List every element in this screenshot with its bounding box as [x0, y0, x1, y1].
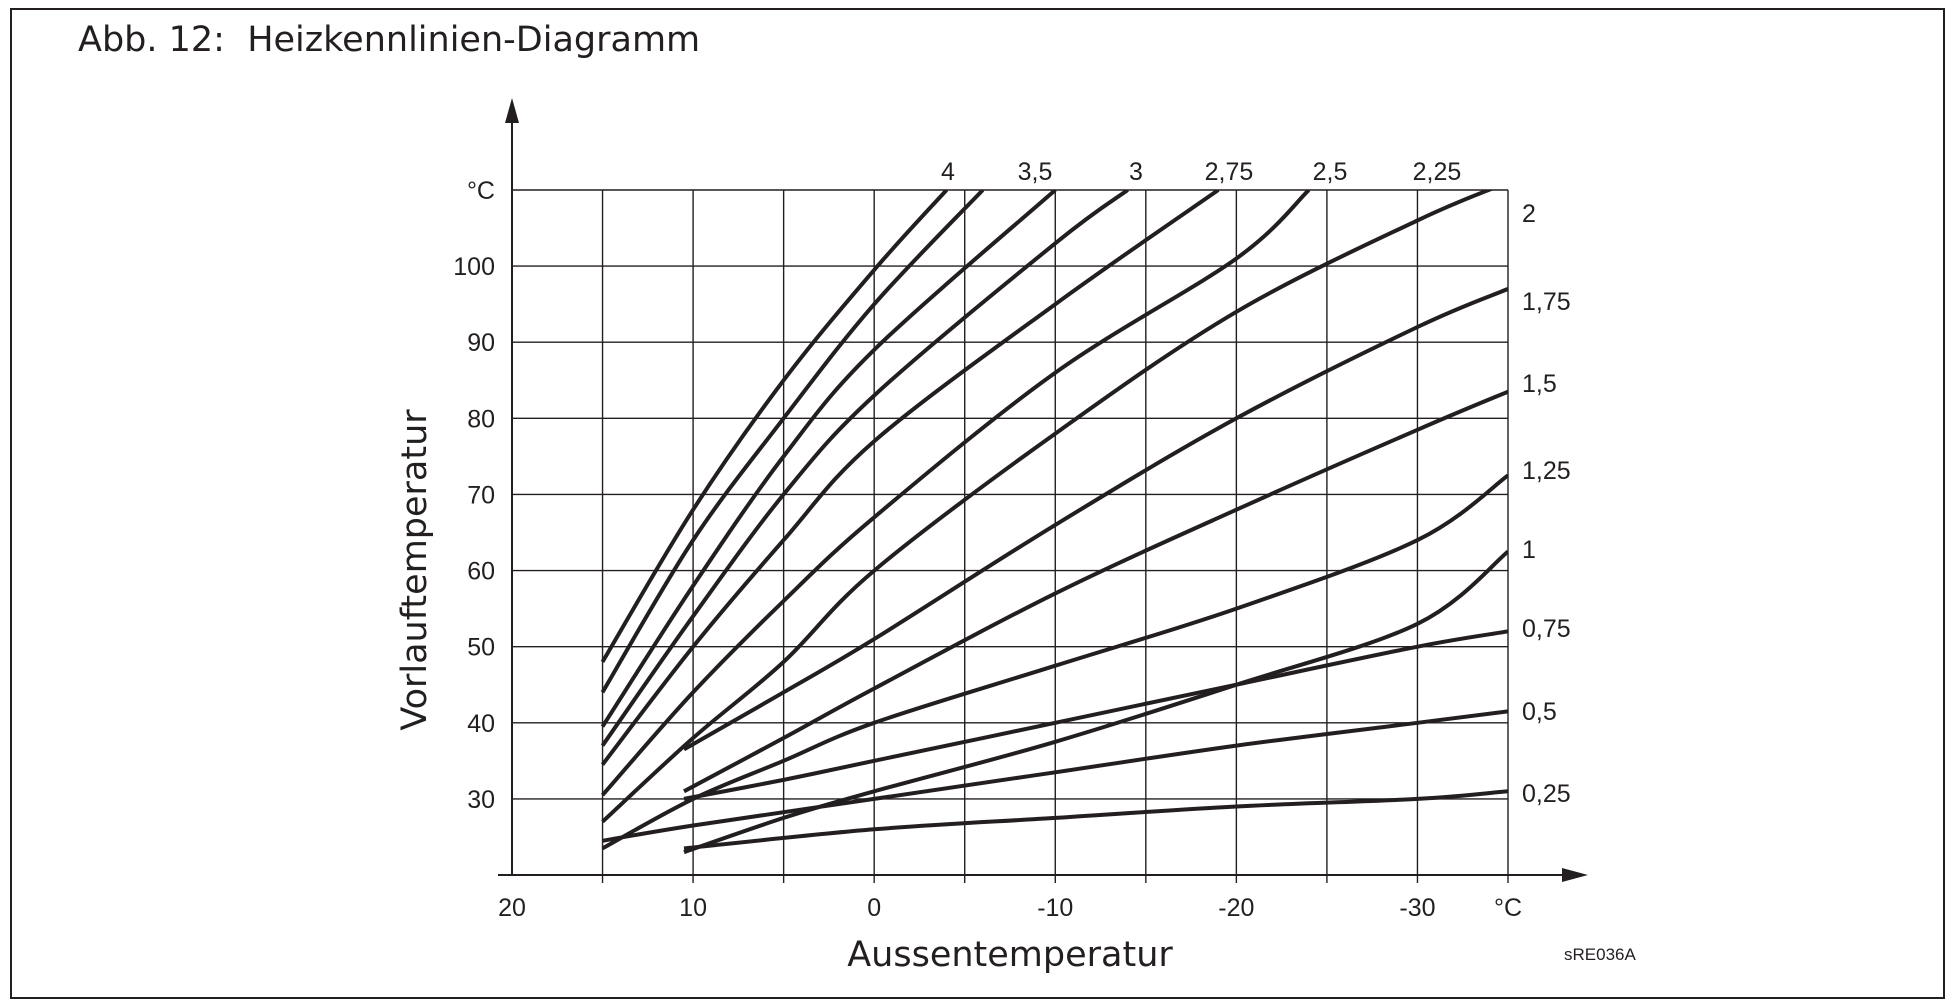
x-axis-title: Aussentemperatur [847, 935, 1173, 975]
curve-label: 1,75 [1522, 288, 1571, 316]
curve-label: 1 [1522, 536, 1536, 564]
grid [512, 189, 1509, 875]
heating-curve-3-5 [600, 190, 985, 694]
y-tick-label: 100 [453, 253, 495, 281]
y-axis-title: Vorlauftemperatur [395, 409, 435, 731]
x-unit-label: °C [1494, 894, 1522, 922]
x-axis-arrow-icon [1562, 868, 1588, 882]
curve-label: 2,25 [1413, 158, 1462, 186]
curve-label: 1,5 [1522, 370, 1557, 398]
curve-label: 0,75 [1522, 615, 1571, 643]
x-tick-label: -20 [1218, 894, 1254, 922]
y-tick-label: 50 [467, 634, 495, 662]
x-tick-label: 0 [867, 894, 881, 922]
curve-label: 4 [941, 158, 955, 186]
curve-label: 0,25 [1522, 780, 1571, 808]
x-tick-label: 10 [679, 894, 707, 922]
curves [600, 190, 1508, 855]
heating-curve-0-5 [602, 709, 1508, 843]
curve-label: 2,75 [1205, 158, 1254, 186]
x-tick-label: -30 [1399, 894, 1435, 922]
y-tick-label: 60 [467, 558, 495, 586]
curve-label: 2 [1522, 200, 1536, 228]
heating-curve-4 [600, 190, 949, 663]
curve-label: 1,25 [1522, 457, 1571, 485]
heating-curve-2-5 [600, 190, 1220, 766]
heating-curve-1-75 [683, 287, 1508, 752]
y-axis-arrow-icon [505, 98, 519, 123]
x-tick-label: 20 [498, 894, 526, 922]
heating-curve-2-75 [600, 190, 1129, 747]
y-tick-label: 40 [467, 710, 495, 738]
figure-title: Abb. 12: Heizkennlinien-Diagramm [78, 20, 701, 60]
heating-curve-2 [601, 190, 1495, 824]
y-tick-label: 90 [467, 329, 495, 357]
curve-label: 3,5 [1018, 158, 1053, 186]
heating-curve-0-75 [683, 629, 1508, 801]
y-tick-label: 30 [467, 786, 495, 814]
curve-label: 0,5 [1522, 698, 1557, 726]
curve-label: 2,5 [1313, 158, 1348, 186]
heating-curve-0-25 [683, 789, 1508, 851]
x-tick-label: -10 [1037, 894, 1073, 922]
heating-curve-1 [683, 549, 1508, 855]
labels: 4 3,5 3 2,75 2,5 2,25 2 1,75 1,5 1,25 1 0,75 0,5 0,25 [941, 158, 1571, 808]
heating-curve-3 [600, 190, 1057, 728]
curve-label: 3 [1129, 158, 1143, 186]
y-unit-label: °C [467, 177, 495, 205]
y-tick-label: 70 [467, 481, 495, 509]
figure-frame [10, 8, 1945, 999]
figure-code: sRE036A [1564, 945, 1636, 964]
heating-curve-1-25 [601, 473, 1508, 851]
y-tick-label: 80 [467, 405, 495, 433]
heating-curve-1-5 [683, 389, 1508, 794]
heating-curve-2-25 [601, 190, 1311, 797]
